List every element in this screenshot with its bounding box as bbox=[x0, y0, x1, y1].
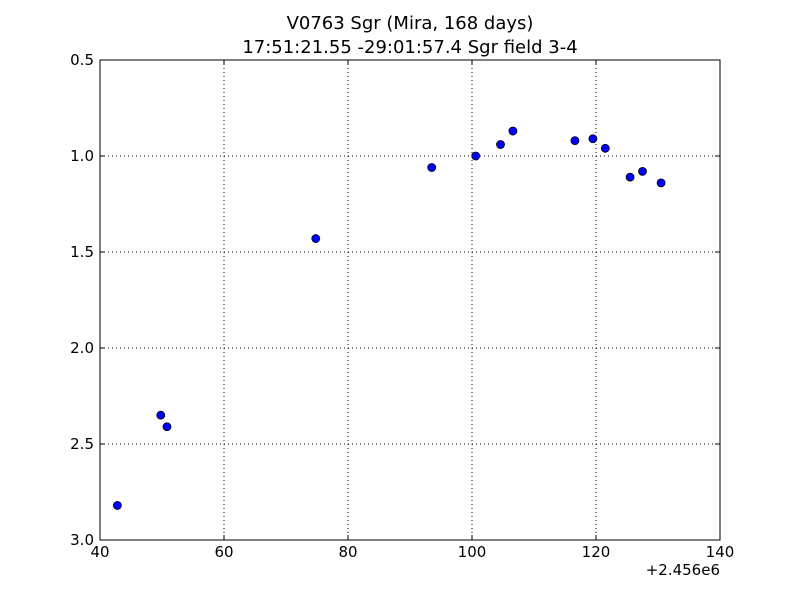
data-point bbox=[427, 163, 437, 172]
x-tick-labels: 40 60 80 100 120 140 bbox=[90, 543, 734, 561]
x-tick-label: 120 bbox=[582, 543, 611, 561]
plot-frame bbox=[99, 59, 721, 541]
data-point bbox=[625, 172, 635, 182]
data-point bbox=[311, 234, 321, 243]
y-tick-label: 1.0 bbox=[70, 147, 94, 165]
y-tick-label: 1.5 bbox=[70, 243, 94, 261]
chart-title: V0763 Sgr (Mira, 168 days) bbox=[287, 13, 534, 34]
data-point bbox=[638, 166, 647, 176]
x-tick-label: 80 bbox=[338, 543, 357, 561]
y-tick-label: 0.5 bbox=[70, 51, 94, 69]
x-tick-label: 100 bbox=[458, 543, 487, 561]
x-tick-label: 140 bbox=[706, 543, 735, 561]
data-point bbox=[656, 178, 666, 188]
grid-lines bbox=[100, 60, 720, 540]
data-point bbox=[600, 143, 610, 153]
y-tick-label: 2.0 bbox=[70, 339, 94, 357]
data-point bbox=[588, 134, 598, 144]
y-tick-label: 3.0 bbox=[70, 531, 94, 549]
data-point bbox=[112, 501, 122, 510]
data-point bbox=[508, 126, 518, 136]
x-tick-label: 60 bbox=[214, 543, 233, 561]
data-point bbox=[471, 151, 481, 161]
data-point bbox=[570, 136, 580, 146]
data-point bbox=[162, 422, 172, 432]
data-points bbox=[112, 126, 666, 510]
chart-subtitle: 17:51:21.55 -29:01:57.4 Sgr field 3-4 bbox=[242, 37, 577, 58]
y-tick-label: 2.5 bbox=[70, 435, 94, 453]
y-tick-labels: 0.5 1.0 1.5 2.0 2.5 3.0 bbox=[70, 51, 94, 549]
data-point bbox=[156, 410, 166, 420]
data-point bbox=[496, 140, 505, 149]
x-offset-label: +2.456e6 bbox=[646, 561, 720, 579]
x-tick-label: 40 bbox=[90, 543, 109, 561]
tick-marks bbox=[99, 59, 721, 541]
